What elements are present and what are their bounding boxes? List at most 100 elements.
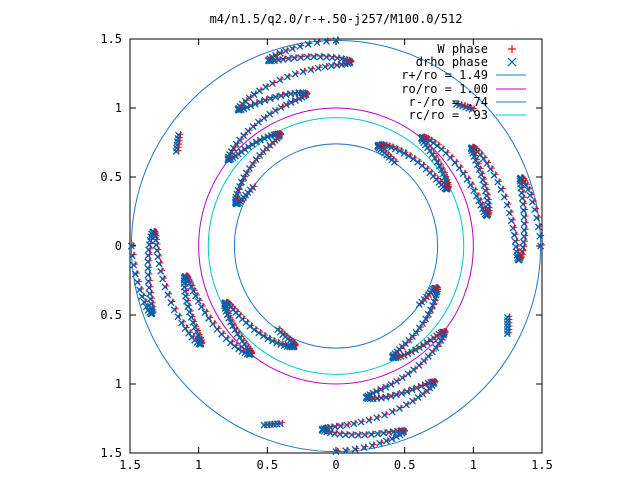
drho-phase-point: [236, 334, 244, 342]
drho-phase-point-b: [426, 169, 434, 177]
circle-r-ro: [233, 143, 439, 349]
drho-phase-point-b: [326, 429, 334, 437]
drho-phase-point-b: [369, 389, 377, 397]
drho-phase-point: [290, 54, 298, 62]
drho-phase-point: [413, 384, 421, 392]
drho-phase-point: [314, 64, 322, 72]
drho-phase-point: [470, 153, 478, 161]
drho-phase-point-b: [429, 139, 437, 147]
drho-phase-point-b: [402, 401, 410, 409]
drho-phase-point-b: [218, 330, 226, 338]
drho-phase-point: [128, 252, 136, 260]
drho-phase-point-b: [398, 389, 406, 397]
drho-phase-point: [170, 306, 178, 314]
drho-phase-point: [322, 53, 330, 61]
drho-phase-point: [189, 318, 197, 326]
drho-phase-point-b: [446, 154, 454, 162]
drho-phase-point: [480, 181, 488, 189]
drho-phase-point: [144, 264, 152, 272]
drho-phase-point: [433, 158, 441, 166]
drho-phase-point-b: [183, 297, 190, 305]
drho-phase-point-b: [140, 298, 148, 306]
drho-phase-point-b: [405, 152, 413, 160]
drho-phase-point-b: [191, 323, 199, 331]
drho-phase-point-b: [365, 416, 373, 424]
drho-phase-point: [427, 306, 435, 314]
drho-phase-point: [417, 382, 425, 390]
drho-phase-point: [276, 76, 284, 84]
drho-phase-point-b: [503, 201, 511, 209]
drho-phase-point-b: [144, 264, 152, 272]
drho-phase-point-b: [232, 193, 240, 201]
drho-phase-point: [285, 55, 292, 63]
drho-phase-point: [331, 423, 339, 431]
drho-phase-point-b: [360, 444, 368, 452]
drho-phase-point-b: [307, 66, 315, 74]
drho-phase-point: [240, 174, 248, 182]
drho-phase-point-b: [418, 162, 426, 170]
drho-phase-point-b: [256, 87, 263, 95]
drho-phase-point: [519, 200, 527, 208]
drho-phase-point: [479, 205, 486, 213]
drho-phase-point-b: [516, 177, 524, 185]
drho-phase-point-b: [131, 270, 139, 278]
legend-label-ro: ro/ro = 1.00: [401, 82, 488, 96]
drho-phase-point-b: [237, 178, 245, 186]
drho-phase-point: [382, 383, 390, 391]
drho-phase-point-b: [512, 243, 520, 251]
drho-phase-point-b: [343, 421, 351, 429]
drho-phase-point: [154, 253, 162, 261]
drho-phase-point-b: [174, 313, 182, 321]
drho-phase-point: [145, 284, 153, 292]
drho-phase-point-b: [519, 238, 527, 246]
drho-phase-point-b: [482, 187, 489, 195]
drho-phase-point: [533, 214, 541, 222]
x-tick-label: 1: [470, 458, 477, 472]
drho-phase-point-b: [194, 297, 202, 305]
drho-phase-point-b: [127, 242, 135, 250]
drho-phase-point: [373, 414, 381, 422]
drho-phase-point-b: [369, 395, 377, 403]
drho-phase-point-b: [483, 160, 491, 168]
drho-phase-point-b: [201, 309, 209, 317]
drho-phase-point-b: [297, 54, 305, 61]
drho-phase-point-b: [433, 142, 441, 150]
chart-title: m4/n1.5/q2.0/r-+.50-j257/M100.0/512: [210, 12, 463, 26]
drho-phase-point-b: [391, 145, 399, 153]
w-phase-outlier: [279, 419, 286, 426]
drho-phase-point: [233, 330, 241, 338]
x-tick-label: 0.5: [394, 458, 416, 472]
drho-phase-point-b: [235, 345, 243, 353]
w-phase-outlier: [464, 103, 471, 110]
drho-phase-point-b: [282, 47, 290, 55]
drho-phase-point-b: [254, 118, 262, 126]
drho-phase-point: [435, 340, 443, 348]
x-axis: 1.5 1 0.5 0 0.5 1 1.5: [119, 39, 553, 472]
drho-phase-point-b: [510, 231, 518, 239]
drho-phase-point-b: [231, 342, 239, 350]
drho-phase-point: [288, 45, 296, 53]
drho-phase-point-b: [429, 172, 437, 180]
drho-phase-point-b: [269, 80, 276, 87]
drho-phase-point: [205, 314, 213, 322]
drho-phase-point: [409, 397, 416, 405]
legend-label-w-phase: W phase: [437, 42, 488, 56]
drho-phase-point: [235, 106, 243, 114]
drho-phase-point: [400, 149, 408, 157]
drho-phase-point-b: [271, 107, 279, 115]
drho-phase-point-b: [290, 54, 298, 62]
x-tick-label: 1.5: [531, 458, 553, 472]
drho-phase-point-b: [285, 55, 292, 63]
drho-phase-point-b: [387, 143, 395, 151]
drho-phase-point: [510, 231, 518, 239]
drho-phase-point-b: [333, 61, 341, 69]
circle-rcro: [207, 117, 465, 375]
drho-phase-point-b: [367, 431, 375, 438]
drho-phase-point: [503, 201, 511, 209]
drho-phase-outlier-b: [172, 147, 180, 155]
drho-phase-point-b: [276, 76, 284, 84]
drho-phase-point: [486, 165, 494, 173]
drho-phase-point-b: [472, 156, 479, 164]
drho-phase-point: [164, 291, 172, 299]
